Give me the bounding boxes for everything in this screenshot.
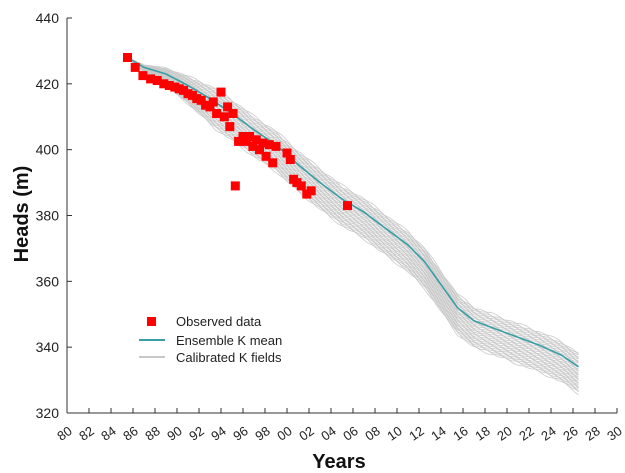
x-tick-label: 96 <box>230 423 250 444</box>
observed-data-point <box>130 62 140 72</box>
x-tick-label: 28 <box>582 423 602 444</box>
observed-data-point <box>205 102 215 112</box>
y-tick-label: 320 <box>36 405 60 421</box>
observed-data-point <box>138 71 148 81</box>
ensemble-k-mean-line <box>127 56 579 368</box>
calibrated-k-field-line <box>127 57 579 359</box>
x-tick-label: 26 <box>560 423 580 444</box>
y-tick-label: 420 <box>36 76 60 92</box>
y-tick-label: 340 <box>36 339 60 355</box>
calibrated-k-field-line <box>127 57 579 388</box>
observed-data-point <box>146 74 156 84</box>
observed-data-point <box>196 95 206 105</box>
ensemble-k-mean-series <box>127 56 579 368</box>
x-tick-label: 98 <box>252 423 272 444</box>
x-tick-label: 12 <box>406 423 426 444</box>
x-axis-title: Years <box>312 451 365 473</box>
legend-label-calibrated-k-fields: Calibrated K fields <box>176 350 282 365</box>
observed-data-point <box>234 136 244 146</box>
x-tick-label: 08 <box>362 423 382 444</box>
calibrated-k-field-line <box>127 57 579 354</box>
observed-data-point <box>228 109 238 118</box>
observed-data-point <box>285 155 295 164</box>
x-tick-label: 10 <box>384 423 404 444</box>
x-tick-label: 06 <box>340 423 360 444</box>
x-tick-label: 30 <box>604 423 624 444</box>
x-tick-label: 90 <box>164 423 184 444</box>
observed-data-series <box>123 53 352 211</box>
legend: Observed data Ensemble K mean Calibrated… <box>139 314 282 365</box>
calibrated-k-field-line <box>127 57 579 386</box>
x-ticks: 80 82 84 86 88 90 92 94 96 98 00 02 04 06 08 10 12 14 16 18… <box>54 408 625 444</box>
x-tick-label: 82 <box>76 423 96 444</box>
observed-data-point <box>208 97 218 107</box>
observed-data-point <box>152 76 162 85</box>
observed-data-point <box>164 81 174 90</box>
observed-data-point <box>251 135 261 145</box>
observed-data-point <box>216 87 226 97</box>
calibrated-k-field-line <box>127 57 579 363</box>
x-tick-label: 00 <box>274 423 294 444</box>
x-tick-label: 20 <box>494 423 514 444</box>
observed-data-point <box>255 145 264 155</box>
x-tick-label: 86 <box>120 423 140 444</box>
observed-data-point <box>241 136 251 146</box>
calibrated-k-field-line <box>127 57 579 392</box>
y-axis-title: Heads (m) <box>11 166 33 263</box>
x-tick-label: 16 <box>450 423 470 444</box>
calibrated-k-field-line <box>127 57 579 368</box>
observed-data-point <box>245 132 255 141</box>
x-tick-label: 80 <box>54 423 74 444</box>
y-tick-label: 380 <box>36 208 60 224</box>
observed-data-point <box>212 109 222 118</box>
observed-data-point <box>268 158 278 168</box>
observed-data-point <box>123 53 132 62</box>
x-tick-label: 92 <box>186 423 206 444</box>
calibrated-k-field-line <box>127 57 579 355</box>
observed-data-point <box>343 201 352 211</box>
x-tick-label: 02 <box>296 423 316 444</box>
observed-data-point <box>230 181 240 191</box>
y-tick-label: 400 <box>36 142 60 158</box>
y-tick-label: 440 <box>36 10 60 26</box>
observed-data-point <box>258 138 268 148</box>
calibrated-k-field-line <box>127 57 579 393</box>
legend-marker-observed-data <box>147 317 156 326</box>
x-tick-label: 04 <box>318 423 338 444</box>
calibrated-k-field-line <box>127 57 579 392</box>
x-tick-label: 88 <box>142 423 162 444</box>
observed-data-point <box>219 112 229 122</box>
observed-data-point <box>306 186 316 196</box>
x-tick-label: 18 <box>472 423 492 444</box>
y-tick-label: 360 <box>36 273 60 289</box>
x-tick-label: 84 <box>98 423 118 444</box>
observed-data-point <box>282 148 292 158</box>
observed-data-point <box>271 141 281 151</box>
observed-data-point <box>223 102 233 112</box>
x-tick-label: 22 <box>516 423 536 444</box>
legend-label-observed-data: Observed data <box>176 314 262 329</box>
y-ticks: 320 340 360 380 400 420 440 <box>36 10 72 421</box>
observed-data-point <box>264 140 274 150</box>
x-tick-label: 94 <box>208 423 228 444</box>
legend-label-ensemble-k-mean: Ensemble K mean <box>176 333 282 348</box>
calibrated-k-field-line <box>127 57 579 360</box>
observed-data-point <box>159 79 169 89</box>
calibrated-k-field-line <box>127 57 579 389</box>
observed-data-point <box>261 151 271 161</box>
x-tick-label: 24 <box>538 423 558 444</box>
observed-data-point <box>238 132 248 141</box>
calibrated-k-field-line <box>127 57 579 362</box>
observed-data-point <box>296 181 306 191</box>
observed-data-point <box>248 141 258 151</box>
calibrated-k-field-line <box>127 57 579 356</box>
x-tick-label: 14 <box>428 423 448 444</box>
observed-data-point <box>225 122 235 132</box>
